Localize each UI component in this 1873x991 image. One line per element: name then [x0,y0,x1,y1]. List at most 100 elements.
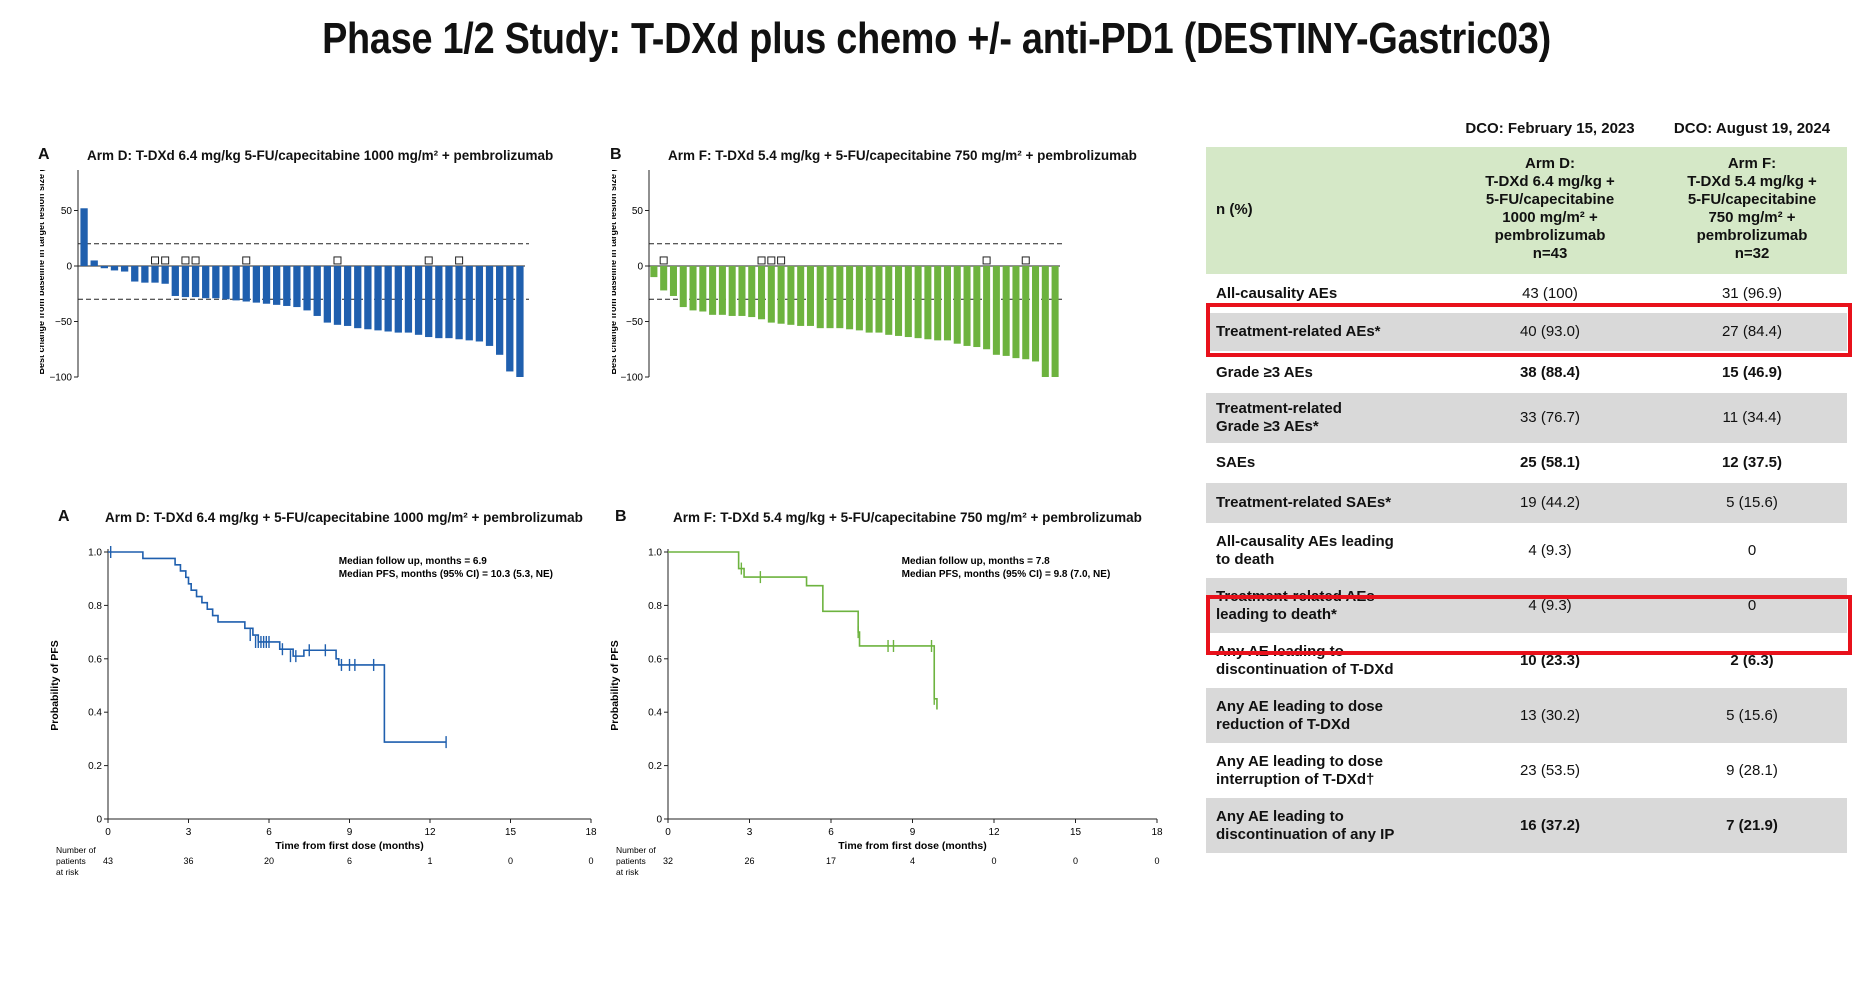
row-label-line: Any AE leading to [1216,807,1344,825]
bar [465,266,473,341]
bar [262,266,271,304]
y-tick-label: −50 [626,317,643,328]
ihc-marker [777,256,786,265]
ihc-marker [151,256,160,265]
x-tick-label: 0 [105,827,111,838]
y-tick-label: −50 [55,317,72,328]
bar [303,266,311,311]
y-tick-label: 0 [66,262,72,273]
y-tick-label: −100 [49,373,72,384]
ihc-marker [767,256,776,265]
ihc-marker [191,256,200,265]
bar [425,266,433,338]
arm-d-value: 33 (76.7) [1519,409,1581,426]
at-risk-count: 17 [826,856,836,866]
bar [293,266,301,308]
x-tick-label: 12 [988,827,1000,838]
waterfall-d-chart: 100500−50−100IHC 2+/ISH+Best change from… [40,170,529,384]
row-label-line: reduction of T-DXd [1216,715,1351,733]
y-tick-label: 0 [656,815,662,826]
km-f-title: Arm F: T-DXd 5.4 mg/kg + 5-FU/capecitabi… [673,510,1142,525]
row-label-line: Treatment-related [1216,400,1342,417]
ihc-marker [757,256,766,265]
bar [963,266,971,346]
bar [1012,266,1020,359]
row-label-line: interruption of T-DXd† [1216,770,1375,788]
bar [455,266,463,340]
ihc-marker [1021,256,1030,265]
dco-arm-f: DCO: August 19, 2024 [1673,120,1831,137]
bar [141,266,149,283]
y-tick-label: 0.4 [648,708,662,719]
arm-d-header-line: pembrolizumab [1494,227,1606,244]
at-risk-count: 43 [103,856,113,866]
row-label: Any AE leading to discontinuation of any … [1216,808,1394,844]
bar [1032,266,1040,362]
bar [394,266,402,333]
x-axis-label: Time from first dose (months) [838,840,987,852]
bar [943,266,951,341]
x-tick-label: 6 [266,827,272,838]
risk-label-line: Number of [56,845,96,855]
waterfall-f-letter: B [610,146,622,163]
arm-f-header-line: 5-FU/capecitabine [1687,191,1817,208]
y-tick-label: 0 [637,262,643,273]
row-label: All-causality AEs [1216,285,1337,303]
x-tick-label: 18 [1151,827,1163,838]
bar [151,266,159,283]
km-f-chart: 1.00.80.60.40.2003232661794120150180Time… [610,548,1163,878]
bar [689,266,697,311]
y-tick-label: 0.2 [88,761,102,772]
bar [1022,266,1030,360]
table-row: Treatment-related Grade ≥3 AEs* 33 (76.7) 1… [1206,393,1847,443]
y-axis-label: Probability of PFS [610,640,621,730]
bar [475,266,484,342]
km-d-chart: 1.00.80.60.40.2004333662096121150180Time… [50,546,597,877]
bar [516,266,524,377]
bar [283,266,291,306]
bar [836,266,844,329]
table-header-row: n (%) Arm D: T-DXd 6.4 mg/kg + 5-FU/cape… [1206,147,1847,274]
risk-label-line: at risk [616,867,639,877]
row-label-line: All-causality AEs [1216,284,1338,302]
arm-f-value: 12 (37.5) [1721,454,1783,471]
at-risk-count: 6 [347,856,352,866]
arm-d-header-line: 1000 mg/m² + [1502,209,1598,226]
arm-f-header-line: 750 mg/m² + [1708,209,1796,226]
arm-f-value: 11 (34.4) [1722,409,1782,426]
risk-label-line: patients [56,856,86,866]
x-tick-label: 0 [665,827,671,838]
bar [718,266,726,315]
bar [650,266,658,278]
arm-f-value: 2 (6.3) [1730,651,1774,669]
bar [709,266,717,315]
bar [90,260,98,266]
y-axis-label: Best change from baseline in target lesi… [40,170,46,375]
y-tick-label: 0.6 [648,654,662,665]
bar [323,266,331,323]
arm-f-header-line: Arm F: [1727,155,1777,172]
arm-f-value: 0 [1747,541,1757,559]
at-risk-count: 0 [991,856,996,866]
table-row: Any AE leading to dose interruption of T-… [1206,743,1847,798]
bar [222,266,230,300]
bar [80,208,88,266]
bar [885,266,893,335]
row-label-line: to death [1216,550,1275,568]
y-tick-label: 0.2 [648,761,662,772]
risk-label-line: patients [616,856,646,866]
arm-f-header-line: n=32 [1734,245,1770,262]
arm-f-header: Arm F: T-DXd 5.4 mg/kg + 5-FU/capecitabi… [1657,155,1847,263]
bar [100,266,108,269]
bar [242,266,250,302]
ihc-marker [659,256,668,265]
arm-d-value: 25 (58.1) [1519,454,1581,471]
y-tick-label: 0.6 [88,654,102,665]
table-row: Treatment-related AEs leading to death* 4 … [1206,578,1847,633]
bar [313,266,321,316]
at-risk-count: 4 [910,856,915,866]
bar [191,266,200,298]
bar [728,266,736,316]
bar [181,266,190,298]
row-label-line: Grade ≥3 AEs [1216,364,1313,381]
